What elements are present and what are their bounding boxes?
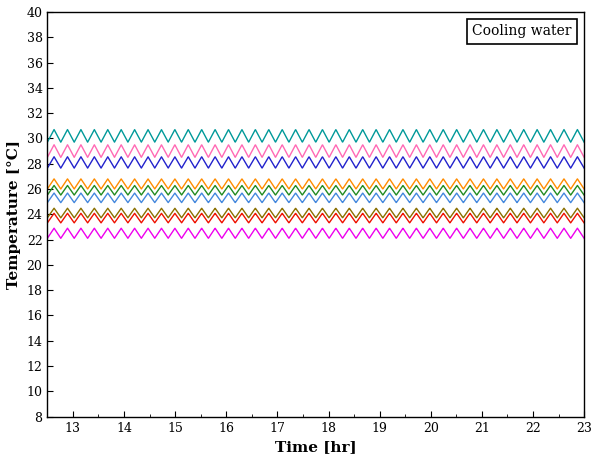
Y-axis label: Temperature [°C]: Temperature [°C] bbox=[7, 140, 21, 289]
X-axis label: Time [hr]: Time [hr] bbox=[275, 440, 356, 454]
Legend: Cooling water: Cooling water bbox=[467, 19, 577, 44]
